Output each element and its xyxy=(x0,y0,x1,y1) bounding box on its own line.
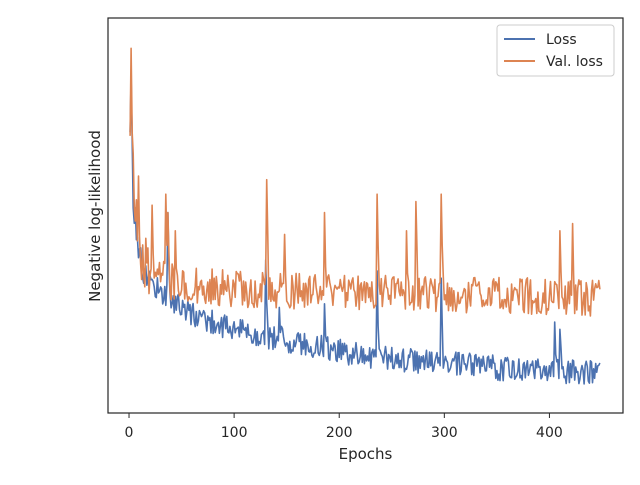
val-loss-series-line xyxy=(129,47,601,317)
x-tick-label: 400 xyxy=(536,425,563,441)
x-axis-ticks: 0 100 200 300 400 xyxy=(125,413,563,441)
x-tick-label: 0 xyxy=(125,425,134,441)
legend-box xyxy=(496,24,615,77)
legend-loss-label: Loss xyxy=(546,32,577,48)
loss-series-line xyxy=(129,76,601,385)
y-axis-label: Negative log-likelihood xyxy=(86,130,104,302)
x-tick-label: 300 xyxy=(431,425,458,441)
x-tick-label: 200 xyxy=(326,425,353,441)
x-axis-label: Epochs xyxy=(339,445,393,463)
series-layer xyxy=(129,47,601,385)
legend: Loss Val. loss xyxy=(496,24,615,77)
legend-val-loss-label: Val. loss xyxy=(546,54,603,70)
plot-frame xyxy=(107,17,624,414)
x-tick-label: 100 xyxy=(221,425,248,441)
